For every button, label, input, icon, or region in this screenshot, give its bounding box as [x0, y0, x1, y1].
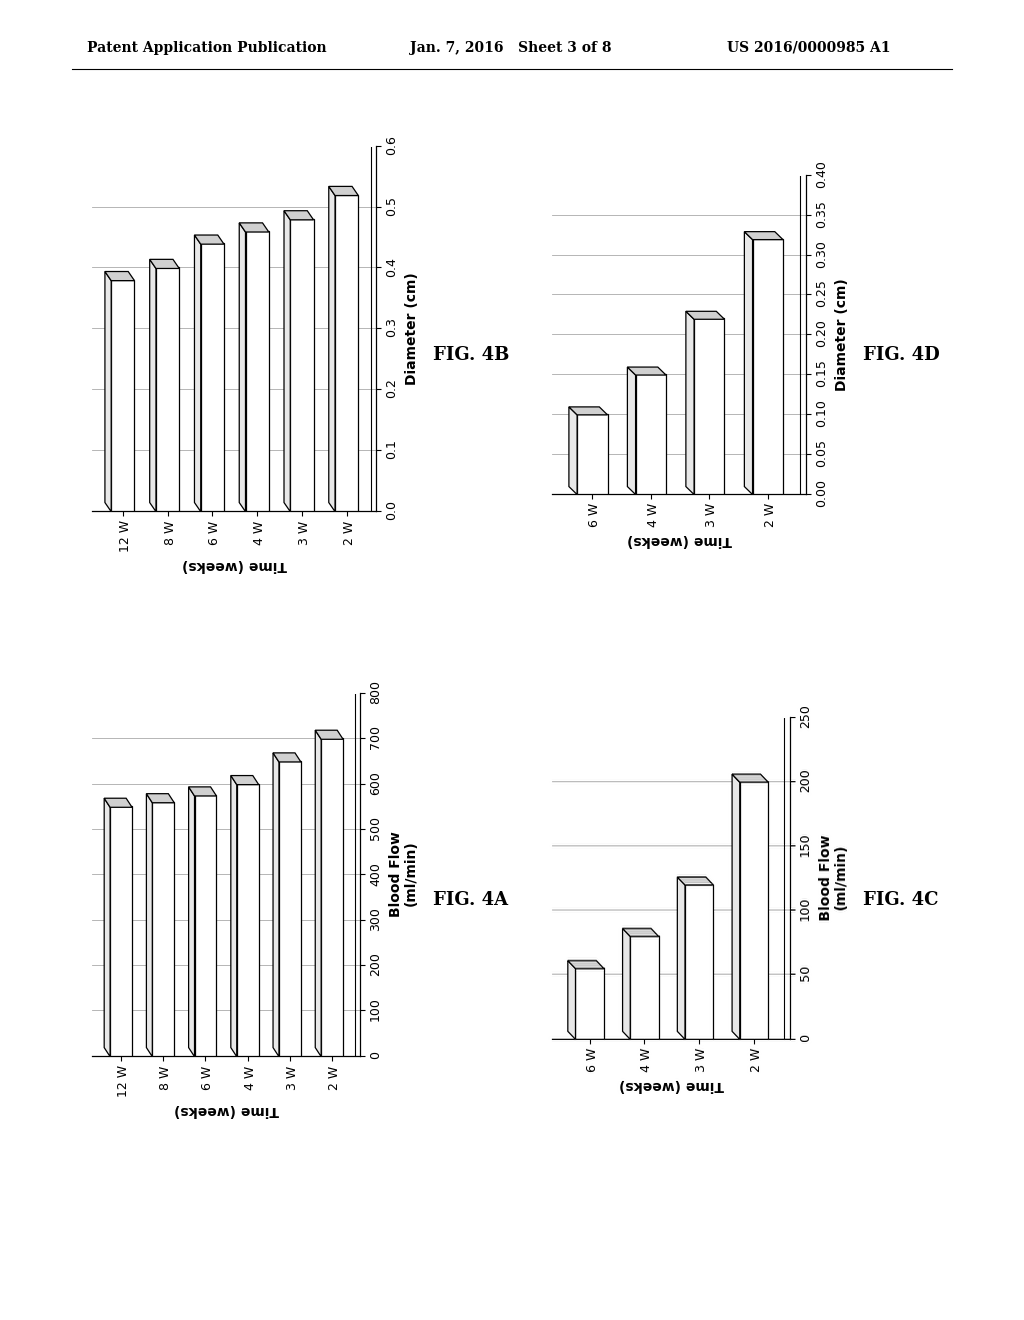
Text: FIG. 4B: FIG. 4B: [433, 346, 509, 364]
Text: US 2016/0000985 A1: US 2016/0000985 A1: [727, 41, 891, 55]
Text: Jan. 7, 2016   Sheet 3 of 8: Jan. 7, 2016 Sheet 3 of 8: [410, 41, 611, 55]
Text: FIG. 4A: FIG. 4A: [433, 891, 508, 909]
Text: Patent Application Publication: Patent Application Publication: [87, 41, 327, 55]
Text: FIG. 4C: FIG. 4C: [863, 891, 939, 909]
Text: FIG. 4D: FIG. 4D: [863, 346, 940, 364]
